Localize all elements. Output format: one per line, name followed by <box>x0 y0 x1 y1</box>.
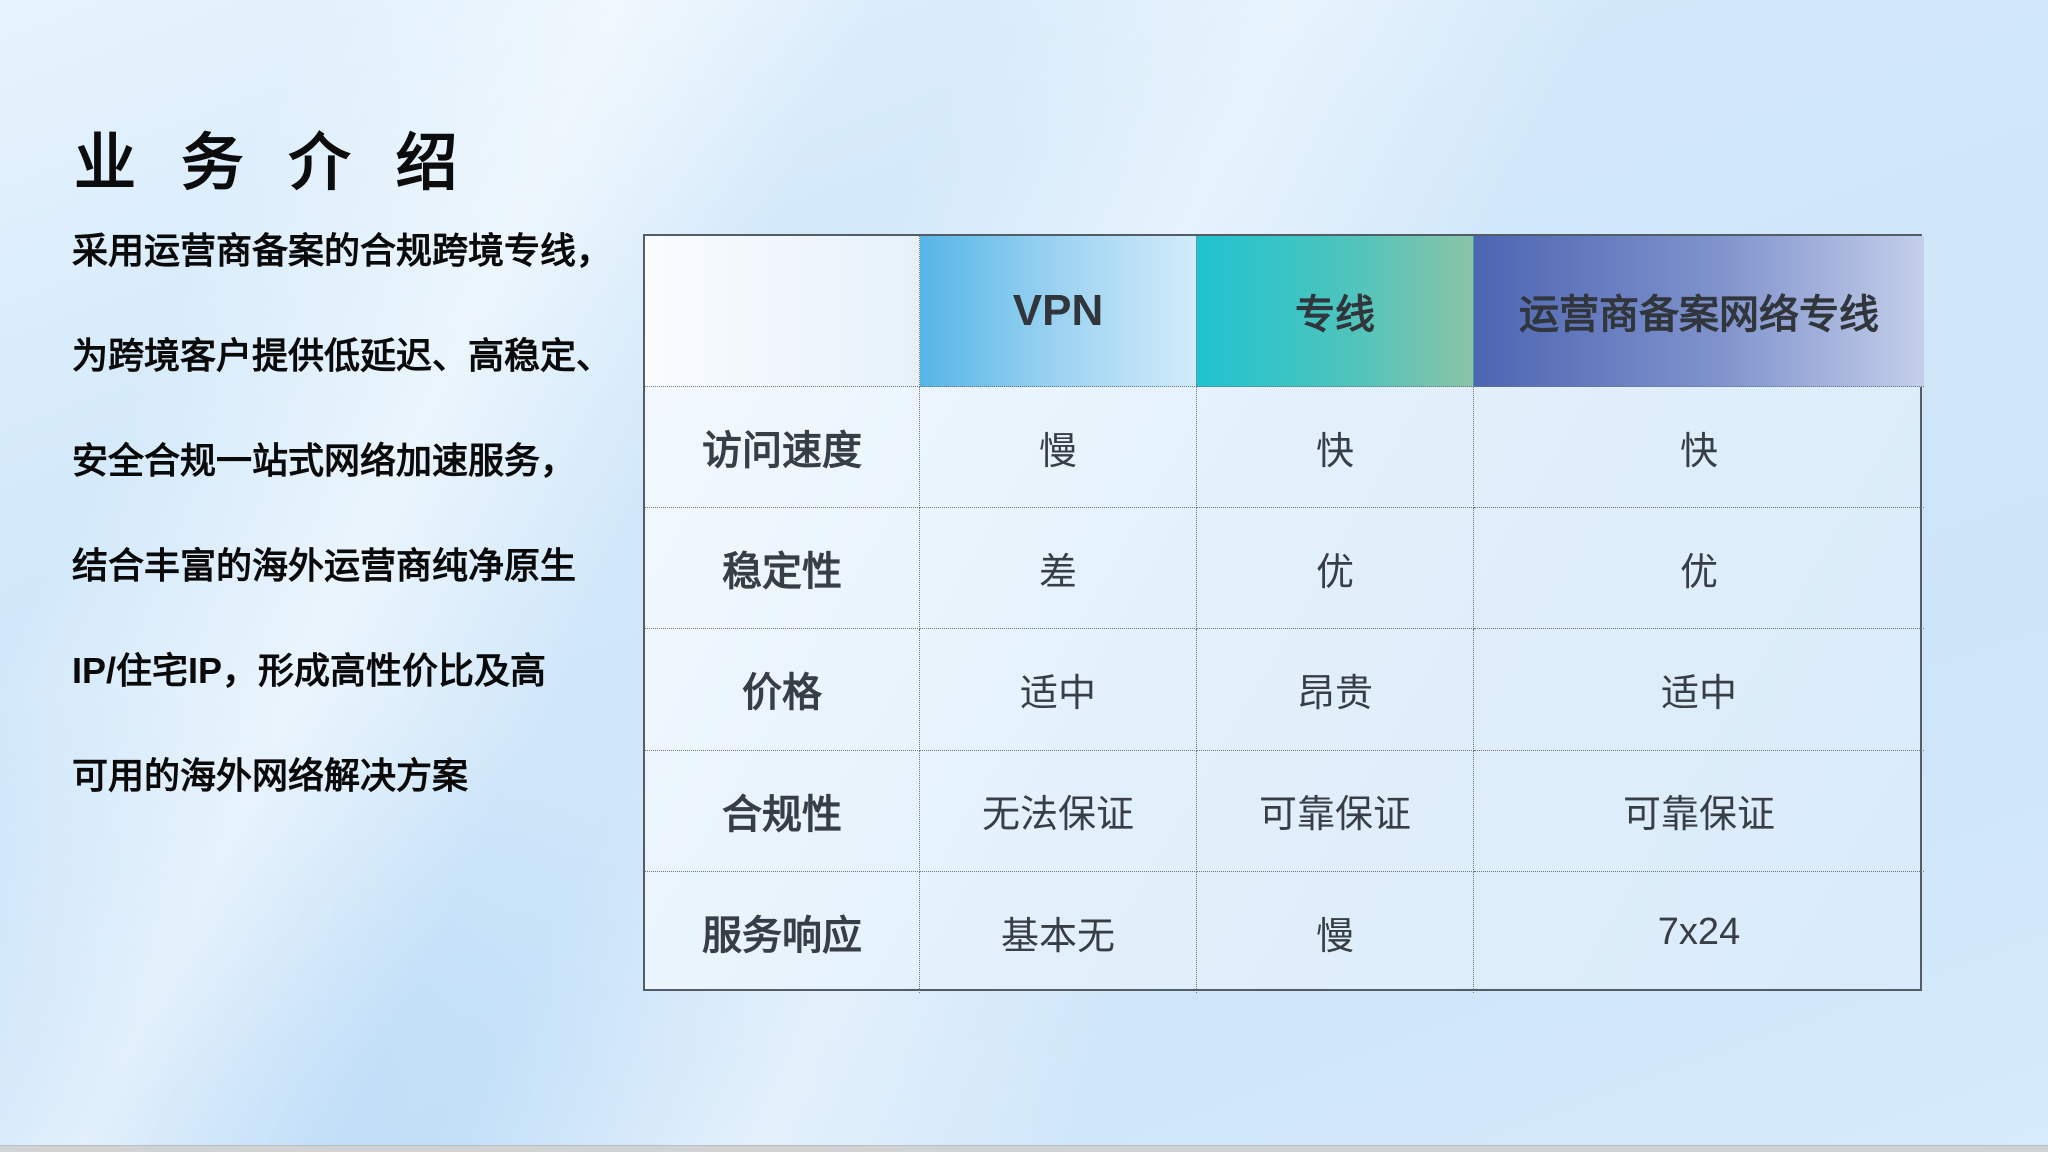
intro-line: IP/住宅IP，形成高性价比及高 <box>72 650 547 691</box>
table-cell: 慢 <box>920 387 1197 509</box>
table-cell: 优 <box>1197 508 1474 630</box>
row-label-price: 价格 <box>645 629 920 751</box>
row-label-compliance: 合规性 <box>645 750 920 872</box>
table-cell: 可靠保证 <box>1474 751 1924 872</box>
header-cell-carrier-line: 运营商备案网络专线 <box>1474 236 1924 387</box>
page-title: 业 务 介 绍 <box>74 128 472 198</box>
header-cell-dedicated-line: 专线 <box>1197 236 1474 387</box>
table-cell: 适中 <box>920 629 1197 751</box>
table-cell: 快 <box>1474 387 1924 509</box>
table-cell: 慢 <box>1197 871 1474 993</box>
intro-line: 结合丰富的海外运营商纯净原生 <box>72 545 577 586</box>
table-cell: 适中 <box>1474 629 1924 751</box>
intro-line: 为跨境客户提供低延迟、高稳定、 <box>72 335 613 376</box>
intro-line: 安全合规一站式网络加速服务， <box>72 440 577 481</box>
header-cell-vpn: VPN <box>920 236 1197 387</box>
row-label-service-response: 服务响应 <box>645 871 920 993</box>
table-cell: 无法保证 <box>920 750 1197 872</box>
table-cell: 基本无 <box>920 871 1197 993</box>
table-cell: 快 <box>1197 387 1474 509</box>
table-cell: 7x24 <box>1657 910 1741 953</box>
table-cell: 优 <box>1474 508 1924 630</box>
table-cell: 差 <box>920 508 1197 630</box>
table-cell: 昂贵 <box>1197 629 1474 751</box>
intro-paragraph: 采用运营商备案的合规跨境专线， 为跨境客户提供低延迟、高稳定、 安全合规一站式网… <box>72 198 632 828</box>
comparison-table: VPN 专线 运营商备案网络专线 访问速度 慢 快 快 稳定性 差 优 优 价格… <box>643 234 1924 993</box>
row-label-stability: 稳定性 <box>645 508 920 630</box>
intro-line: 采用运营商备案的合规跨境专线， <box>72 230 613 271</box>
slide-bottom-edge <box>0 1145 2048 1152</box>
row-label-access-speed: 访问速度 <box>645 387 920 509</box>
header-cell-empty <box>645 236 920 387</box>
intro-line: 可用的海外网络解决方案 <box>72 755 469 796</box>
table-cell: 可靠保证 <box>1197 750 1474 872</box>
